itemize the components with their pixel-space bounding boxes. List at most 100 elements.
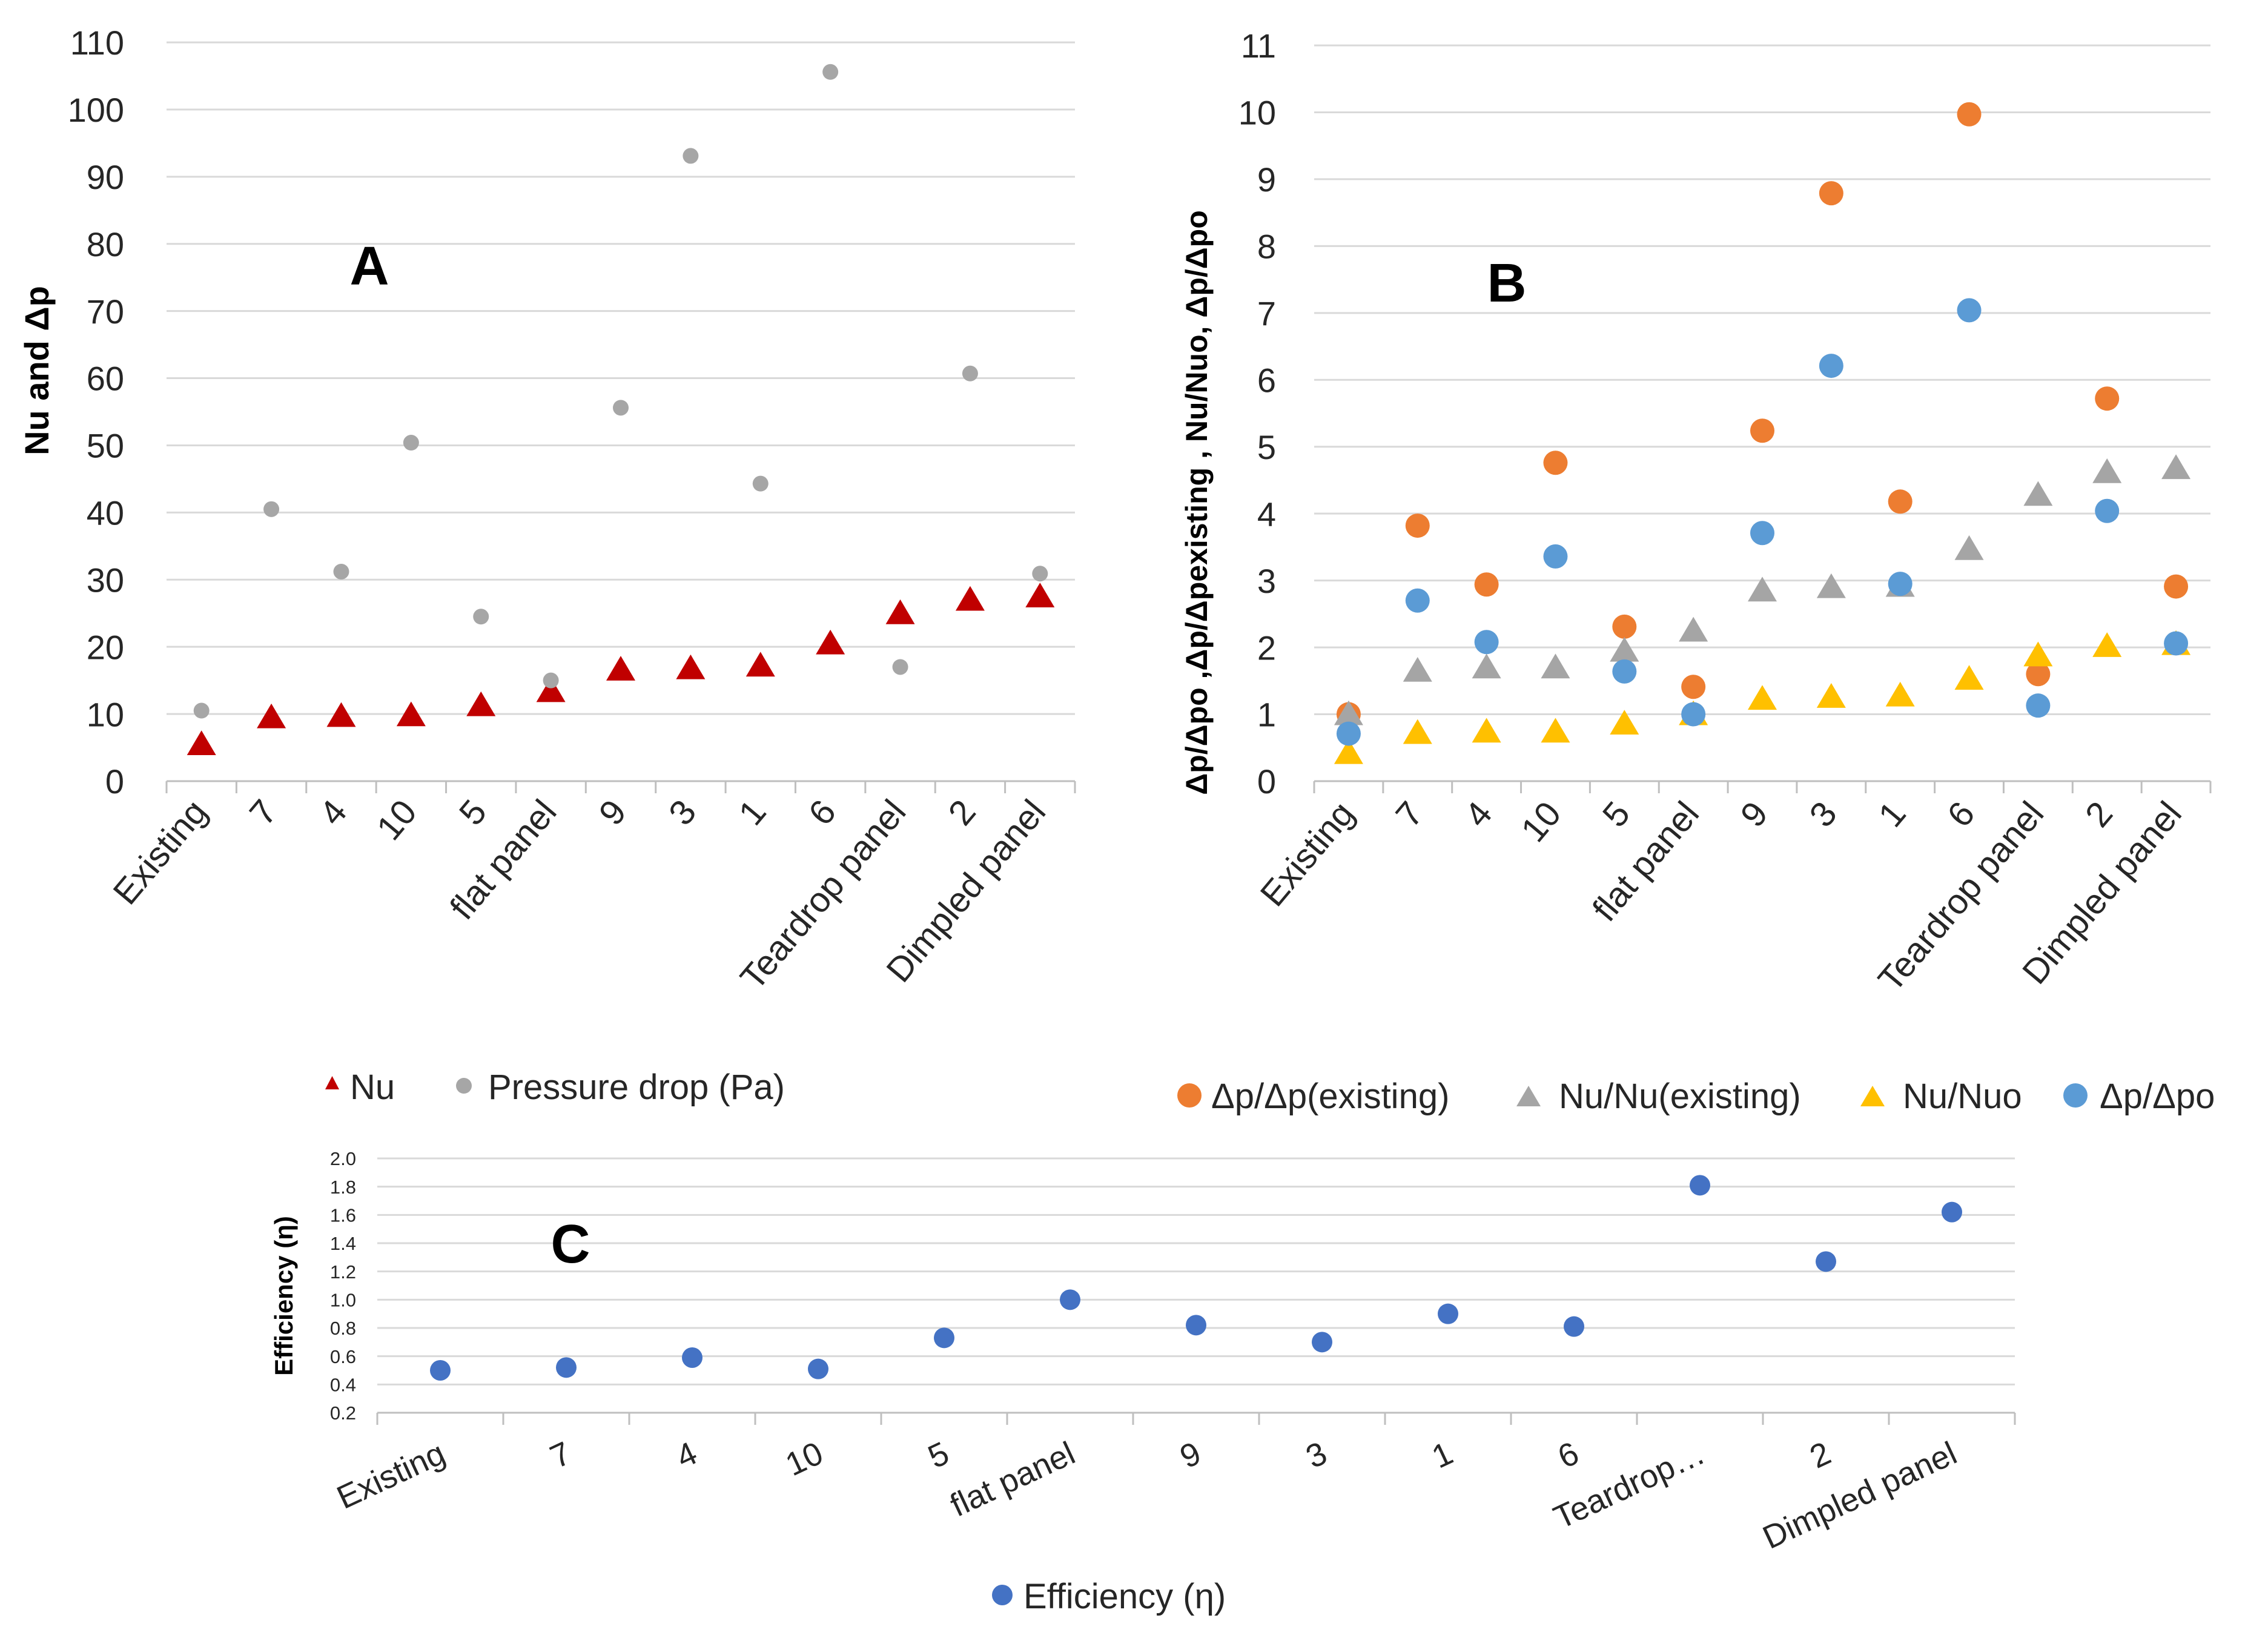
chart-a-point-nu [676, 654, 706, 679]
chart-b-point-p-po [1336, 721, 1361, 746]
chart-a-point-nu [257, 703, 286, 728]
chart-b-x-tick-label: 5 [1595, 794, 1638, 834]
chart-c-y-tick-label: 1.6 [330, 1204, 356, 1226]
chart-b-point-nu-nu-existing [1403, 656, 1432, 682]
chart-b-x-tick-label: 6 [1940, 794, 1983, 834]
chart-c-x-tick-label: Existing [331, 1435, 451, 1516]
chart-a-legend-nu-marker [325, 1076, 339, 1089]
chart-c-x-tick-label: 5 [922, 1435, 954, 1475]
chart-b-point-nu-nu-existing [1679, 616, 1708, 642]
chart-b-point-nu-nu-existing [1954, 535, 1984, 560]
chart-a-point-nu [606, 656, 635, 681]
chart-b-gridlines [1313, 44, 2212, 793]
chart-b-point-p-po [1888, 572, 1913, 596]
chart-a-point-nu [326, 702, 356, 727]
chart-a-x-tick-label: 10 [369, 793, 425, 848]
chart-b-point-nu-nuo [2092, 632, 2122, 657]
chart-a-x-tick-label: Existing [105, 793, 214, 912]
chart-c-x-tick-label: 4 [670, 1435, 703, 1475]
chart-b-y-axis-label: Δp/Δpo ,Δp/Δpexisting , Nu/Nuo, Δp/Δpo [1180, 210, 1214, 795]
chart-b-point-nu-nu-existing [1334, 700, 1363, 725]
chart-a-point-pressure-drop-pa [1032, 566, 1048, 582]
chart-b-point-p-po [2095, 498, 2120, 523]
chart-a-point-nu [187, 730, 216, 755]
chart-b-point-nu-nu-existing [2161, 454, 2191, 480]
chart-c-y-tick-label: 0.6 [330, 1346, 356, 1367]
chart-c-point-efficiency [1564, 1316, 1584, 1337]
chart-a-legend-pressure-label: Pressure drop (Pa) [488, 1068, 785, 1107]
chart-b-x-tick-label: Existing [1253, 794, 1362, 914]
chart-c-y-tick-label: 0.2 [330, 1402, 356, 1424]
chart-b-point-nu-nu-existing [1816, 573, 1846, 598]
chart-b-y-tick-label: 1 [1257, 696, 1276, 734]
chart-b-point-p-po [1750, 521, 1774, 546]
chart-a-point-pressure-drop-pa [193, 702, 210, 719]
chart-b-y-tick-label: 7 [1257, 294, 1276, 332]
chart-c-point-efficiency [808, 1358, 828, 1379]
chart-b-y-tick-label: 3 [1257, 562, 1276, 600]
chart-b-point-p-p-existing [2164, 574, 2189, 599]
chart-b-point-nu-nuo [1954, 665, 1984, 690]
chart-b-point-p-po [1681, 702, 1706, 727]
chart-a-y-tick-label: 50 [87, 427, 124, 465]
chart-a-y-tick-label: 0 [105, 762, 124, 801]
chart-b-point-p-p-existing [1681, 675, 1706, 699]
chart-c-y-tick-label: 1.8 [330, 1177, 356, 1198]
chart-c-points [430, 1175, 1962, 1381]
chart-a-y-tick-label: 30 [87, 561, 124, 599]
chart-b-y-tick-label: 9 [1257, 160, 1276, 199]
chart-a-x-tick-label: 9 [591, 793, 634, 833]
chart-c-x-tick-label: 7 [544, 1435, 577, 1475]
chart-c-y-axis-label: Efficiency (η) [269, 1216, 298, 1376]
chart-a-point-pressure-drop-pa [473, 609, 489, 625]
chart-b-point-p-p-existing [1888, 489, 1913, 514]
chart-b-x-tick-label: 1 [1871, 794, 1914, 834]
chart-c-point-efficiency [934, 1327, 954, 1349]
chart-a-point-nu [816, 629, 845, 655]
chart-a-panel-label: A [350, 236, 389, 297]
chart-b-point-p-po [1957, 298, 1982, 323]
chart-b-point-nu-nu-existing [1748, 576, 1777, 602]
chart-b-x-tick-label: 3 [1802, 794, 1845, 834]
chart-b-point-p-po [1612, 659, 1637, 684]
chart-b-point-p-po [1543, 544, 1568, 569]
chart-b-y-ticks: 0 1 2 3 4 5 6 7 8 9 10 11 [1238, 27, 1276, 801]
chart-a-points [187, 64, 1055, 755]
chart-b-points [1334, 102, 2191, 764]
chart-b-point-p-p-existing [1405, 514, 1430, 538]
chart-a-x-tick-label: 7 [242, 793, 285, 833]
chart-a-point-pressure-drop-pa [613, 400, 629, 416]
chart-a-point-pressure-drop-pa [822, 64, 839, 80]
chart-a-y-tick-label: 70 [87, 292, 124, 331]
chart-b-point-nu-nuo [1816, 683, 1846, 708]
chart-b-y-tick-label: 11 [1241, 27, 1276, 65]
chart-a-y-tick-label: 40 [87, 494, 124, 532]
chart-c-y-tick-label: 1.2 [330, 1261, 356, 1283]
chart-b-point-p-p-existing [2095, 386, 2120, 411]
chart-a-point-nu [396, 701, 426, 727]
chart-b-legend: Δp/Δp(existing) Nu/Nu(existing) Nu/Nuo Δ… [1177, 1077, 2215, 1116]
chart-b-legend-nu-nuo-marker [1860, 1086, 1885, 1106]
chart-b-point-p-po [1405, 588, 1430, 613]
chart-a-x-tick-label: 1 [731, 793, 774, 833]
chart-a-point-nu [536, 677, 566, 702]
chart-a-point-pressure-drop-pa [962, 365, 978, 381]
chart-a-point-pressure-drop-pa [892, 659, 908, 675]
chart-b-x-tick-label: 2 [2078, 794, 2121, 834]
chart-c-x-tick-label: Dimpled panel [1757, 1435, 1962, 1556]
chart-a-point-nu [955, 586, 985, 611]
chart-b-point-nu-nu-existing [1472, 653, 1501, 679]
chart-c-x-tick-label: 2 [1804, 1435, 1836, 1475]
chart-b-y-tick-label: 4 [1257, 495, 1276, 533]
chart-a-x-tick-label: 3 [661, 793, 704, 833]
chart-a-x-tick-label: 5 [452, 793, 495, 833]
chart-a-point-nu [466, 691, 496, 716]
chart-b-point-nu-nuo [2023, 641, 2053, 667]
chart-b-y-tick-label: 0 [1257, 762, 1276, 801]
chart-b-point-nu-nu-existing [1610, 636, 1639, 662]
chart-a-point-pressure-drop-pa [403, 435, 419, 451]
chart-b-point-p-po [2164, 631, 2189, 656]
chart-b-point-p-p-existing [1819, 181, 1843, 206]
chart-c-point-efficiency [1690, 1175, 1710, 1196]
